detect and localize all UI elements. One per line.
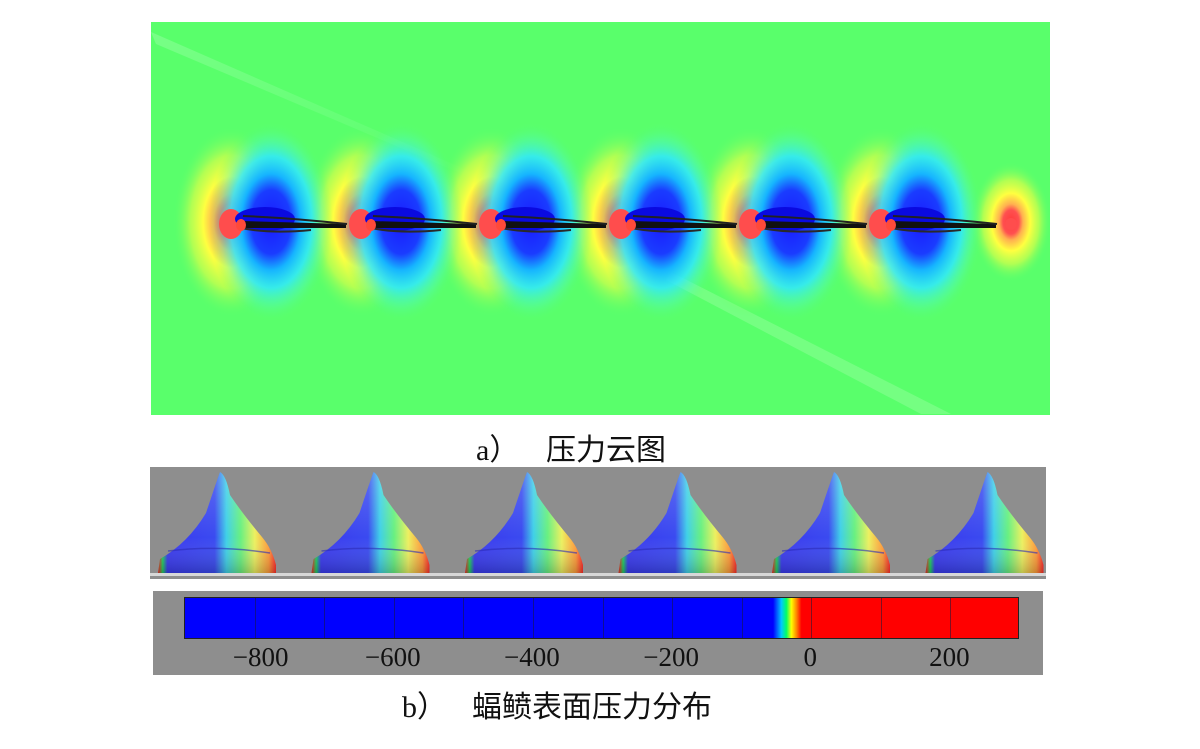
colorbar-separator	[324, 598, 326, 638]
colorbar-separator	[811, 598, 813, 638]
caption-b: b） 蝠鲼表面压力分布	[402, 682, 712, 726]
fin-profile	[365, 207, 478, 233]
colorbar-separator	[532, 598, 534, 638]
caption-a-text: 压力云图	[546, 434, 666, 467]
colorbar-tick-label: 0	[803, 642, 818, 672]
pressure-contour-plot	[151, 22, 1050, 415]
fin-surface	[618, 472, 737, 573]
fin-surface	[465, 472, 583, 573]
caption-b-tag: b）	[402, 691, 447, 724]
colorbar-separator	[393, 598, 395, 638]
fin-surface	[772, 472, 890, 573]
caption-a-tag: a）	[476, 434, 520, 467]
colorbar-separator	[880, 598, 882, 638]
colorbar-tick-label: −600	[364, 642, 421, 672]
caption-b-text: 蝠鲼表面压力分布	[472, 691, 712, 724]
surface-base-line	[150, 573, 1046, 576]
colorbar-tick-label: −400	[504, 642, 560, 672]
fin-profile	[625, 207, 738, 233]
colorbar-tick-label: 200	[929, 642, 970, 672]
colorbar-tick-label: −800	[232, 642, 289, 672]
colorbar-separator	[602, 598, 604, 638]
colorbar-separator	[254, 598, 256, 638]
fin-surface	[311, 472, 430, 573]
fin-profile	[755, 207, 868, 233]
colorbar-separator	[950, 598, 952, 638]
colorbar-tick-label: −200	[643, 642, 699, 672]
fin-profile	[495, 207, 608, 233]
caption-a: a） 压力云图	[476, 425, 666, 469]
colorbar-separator	[672, 598, 674, 638]
stagnation-point	[1005, 218, 1017, 230]
colorbar-separator	[463, 598, 465, 638]
colorbar	[184, 597, 1019, 639]
fin-profile	[235, 207, 348, 233]
fin-surface-pressure-panel	[150, 467, 1046, 579]
colorbar-separator	[741, 598, 743, 638]
fin-surface	[925, 472, 1044, 573]
fin-profile	[885, 207, 998, 233]
fin-surface	[158, 472, 276, 573]
colorbar-legend: −800 −600 −400 −200 0 200	[153, 591, 1043, 675]
